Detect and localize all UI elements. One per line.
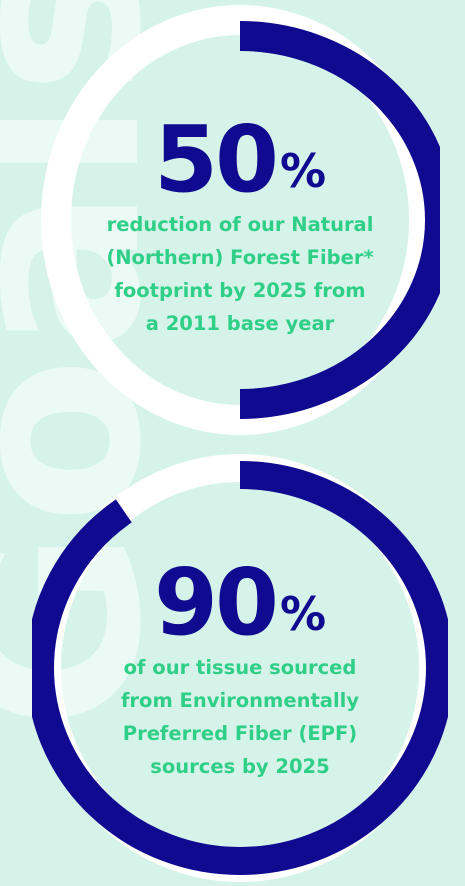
progress-ring-track xyxy=(41,5,439,435)
description-line: of our tissue sourced xyxy=(123,656,357,679)
description-line: (Northern) Forest Fiber* xyxy=(106,246,374,269)
goal-content: 50% reduction of our Natural (Northern) … xyxy=(40,114,440,340)
description-line: reduction of our Natural xyxy=(106,213,374,236)
description-line: sources by 2025 xyxy=(150,755,330,778)
progress-ring xyxy=(40,5,440,435)
description-line: from Environmentally xyxy=(120,689,360,712)
goal-percentage: 90% xyxy=(32,557,448,649)
percentage-value: 50 xyxy=(153,106,279,213)
goal-description: of our tissue sourced from Environmental… xyxy=(32,651,448,783)
description-line: footprint by 2025 from xyxy=(114,279,366,302)
percentage-sign: % xyxy=(279,587,327,641)
progress-ring-fill xyxy=(32,461,448,875)
goal-content: 90% of our tissue sourced from Environme… xyxy=(32,557,448,783)
description-line: a 2011 base year xyxy=(145,312,335,335)
progress-ring-fill xyxy=(40,21,440,419)
goal-card-forest-fiber: 50% reduction of our Natural (Northern) … xyxy=(40,2,440,442)
goal-percentage: 50% xyxy=(40,114,440,206)
percentage-value: 90 xyxy=(153,549,279,656)
progress-ring xyxy=(32,454,448,882)
goal-card-epf-tissue: 90% of our tissue sourced from Environme… xyxy=(32,452,448,885)
percentage-sign: % xyxy=(279,144,327,198)
description-line: Preferred Fiber (EPF) xyxy=(122,722,358,745)
goal-description: reduction of our Natural (Northern) Fore… xyxy=(40,208,440,340)
